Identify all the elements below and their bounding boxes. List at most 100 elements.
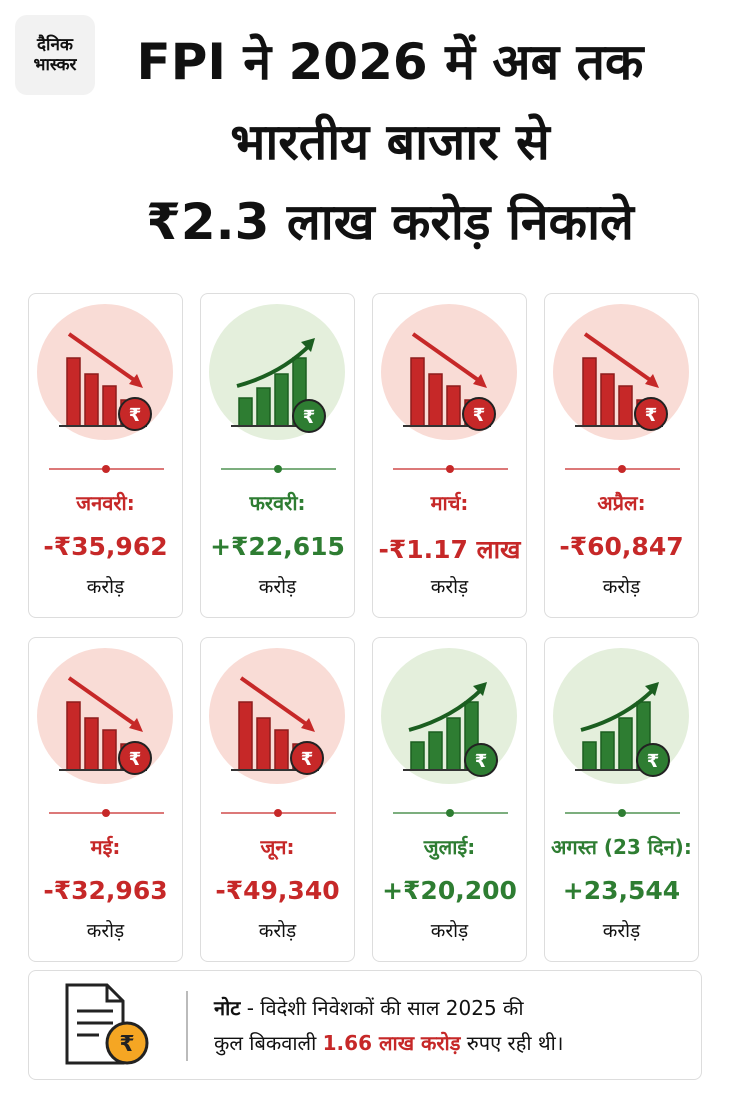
icon-coin-symbol: ₹ (647, 751, 660, 772)
amount: -₹32,963 (43, 876, 168, 905)
icon-arrowhead (645, 374, 659, 388)
unit: करोड़ (430, 576, 469, 598)
icon-coin (636, 743, 670, 777)
icon-arrowhead (301, 338, 315, 352)
icon-bar (238, 397, 253, 427)
icon-coin (118, 741, 152, 775)
icon-coin (118, 397, 152, 431)
unit: करोड़ (602, 920, 641, 942)
card: ₹ जनवरी: -₹35,962 करोड़ (28, 293, 183, 618)
unit: करोड़ (602, 576, 641, 598)
amount: -₹60,847 (559, 532, 684, 561)
trend-icon: ₹ (553, 304, 689, 473)
title-line: FPI ने 2026 में अब तक (136, 33, 644, 91)
icon-bar (446, 385, 461, 427)
divider-dot (446, 465, 454, 473)
icon-bar (410, 741, 425, 771)
logo: दैनिक भास्कर (15, 15, 95, 95)
amount: -₹1.17 लाख (378, 535, 521, 564)
month-label: अप्रैल: (597, 491, 646, 515)
icon-arrow (67, 332, 139, 384)
icon-arrowhead (301, 718, 315, 732)
svg-text:₹: ₹ (119, 1032, 134, 1057)
icon-coin (462, 397, 496, 431)
icon-bar (618, 717, 633, 771)
note-highlight: 1.66 लाख करोड़ (322, 1031, 461, 1055)
divider-dot (446, 809, 454, 817)
icon-bar (256, 387, 271, 427)
icon-coin-symbol: ₹ (303, 407, 316, 428)
icon-coin-symbol: ₹ (129, 405, 142, 426)
icon-arrowhead (129, 374, 143, 388)
icon-bar (428, 731, 443, 771)
title: FPI ने 2026 में अब तक भारतीय बाजार से ₹2… (110, 22, 670, 262)
note-line: - विदेशी निवेशकों की साल 2025 की (246, 996, 524, 1020)
trend-icon: ₹ (209, 648, 345, 817)
card: ₹ मार्च: -₹1.17 लाख करोड़ (372, 293, 527, 618)
icon-arrow (580, 686, 657, 732)
icon-bar (600, 373, 615, 427)
icon-arrowhead (473, 682, 487, 696)
icon-bar (600, 731, 615, 771)
unit: करोड़ (430, 920, 469, 942)
note-label: नोट (214, 996, 241, 1020)
trend-icon: ₹ (381, 648, 517, 817)
trend-icon: ₹ (37, 304, 173, 473)
icon-bar (238, 701, 253, 771)
icon-bar (256, 717, 271, 771)
note-line: कुल बिकवाली (214, 1031, 317, 1055)
logo-text: दैनिक (37, 35, 73, 55)
icon-bar (66, 357, 81, 427)
title-line: भारतीय बाजार से (230, 113, 550, 171)
divider-dot (102, 465, 110, 473)
card: ₹ अगस्त (23 दिन): +23,544 करोड़ (544, 637, 699, 962)
divider-dot (102, 809, 110, 817)
icon-bar (84, 373, 99, 427)
trend-icon: ₹ (37, 648, 173, 817)
amount: +23,544 (562, 876, 681, 905)
unit: करोड़ (258, 920, 297, 942)
icon-arrowhead (129, 718, 143, 732)
icon-bar (274, 373, 289, 427)
icon-coin (634, 397, 668, 431)
icon-bar (102, 385, 117, 427)
title-line: ₹2.3 लाख करोड़ निकाले (146, 193, 634, 251)
unit: करोड़ (258, 576, 297, 598)
month-label: जुलाई: (423, 835, 476, 859)
icon-arrow (583, 332, 655, 384)
icon-arrow (408, 686, 485, 732)
icon-coin (464, 743, 498, 777)
note-line: रुपए रही थी। (466, 1031, 564, 1055)
note-icon: ₹ (65, 983, 188, 1065)
month-label: जून: (260, 835, 295, 859)
icon-coin-symbol: ₹ (645, 405, 658, 426)
icon-bar (582, 741, 597, 771)
icon-coin-symbol: ₹ (301, 749, 314, 770)
icon-coin (292, 399, 326, 433)
icon-arrow (411, 332, 483, 384)
month-label: फरवरी: (249, 491, 306, 515)
month-label: जनवरी: (76, 491, 135, 515)
amount: +₹20,200 (382, 876, 517, 905)
icon-bar (446, 717, 461, 771)
card: ₹ जून: -₹49,340 करोड़ (200, 637, 355, 962)
icon-coin-symbol: ₹ (475, 751, 488, 772)
amount: +₹22,615 (210, 532, 345, 561)
divider-dot (274, 465, 282, 473)
icon-bar (582, 357, 597, 427)
logo-text: भास्कर (33, 55, 77, 75)
trend-icon: ₹ (381, 304, 517, 473)
icon-bar (84, 717, 99, 771)
icon-bar (618, 385, 633, 427)
icon-coin-symbol: ₹ (473, 405, 486, 426)
amount: -₹35,962 (43, 532, 168, 561)
icon-arrow (67, 676, 139, 728)
icon-bar (428, 373, 443, 427)
icon-arrowhead (473, 374, 487, 388)
icon-bar (102, 729, 117, 771)
card: ₹ जुलाई: +₹20,200 करोड़ (372, 637, 527, 962)
amount: -₹49,340 (215, 876, 340, 905)
icon-arrowhead (645, 682, 659, 696)
icon-arrow (239, 676, 311, 728)
